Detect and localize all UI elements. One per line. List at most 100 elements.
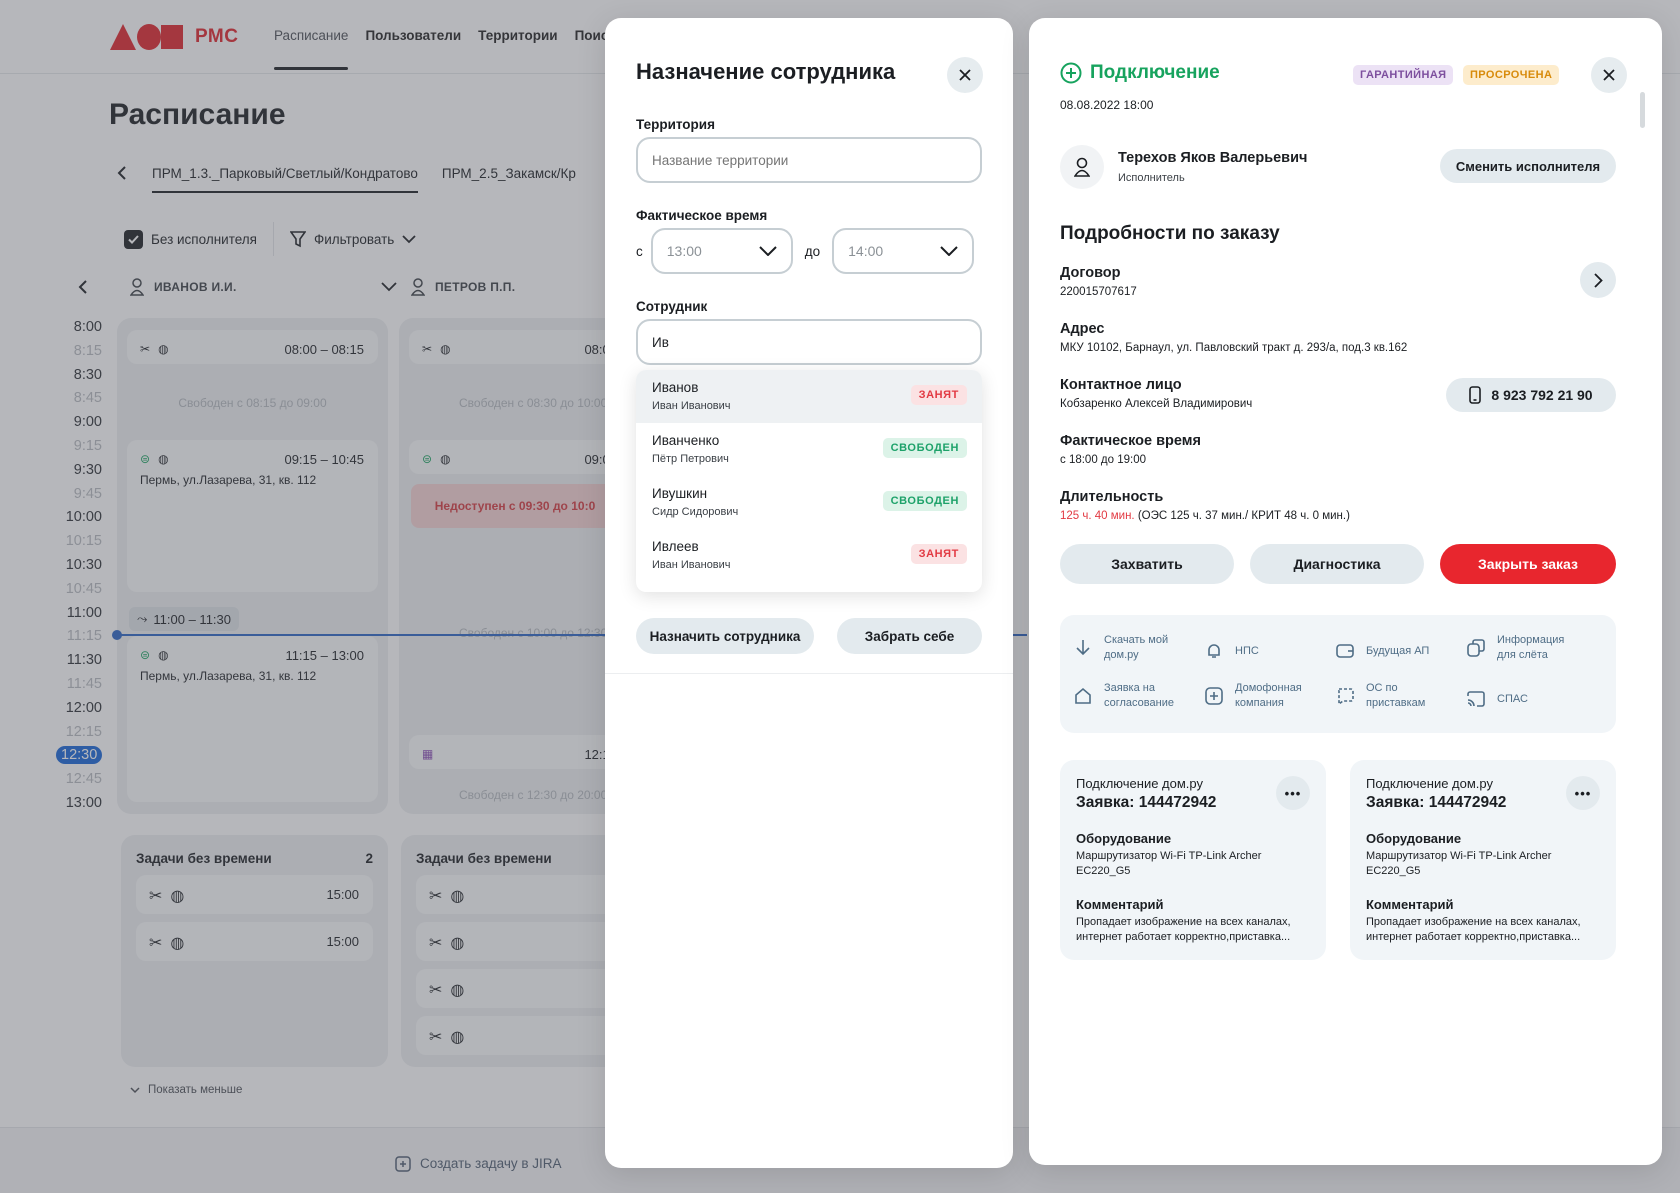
column-header-ivanov[interactable]: ИВАНОВ И.И. bbox=[78, 278, 397, 296]
chevron-down-icon bbox=[380, 282, 397, 292]
close-order-button[interactable]: Закрыть заказ bbox=[1440, 544, 1616, 584]
assign-employee-button[interactable]: Назначить сотрудника bbox=[636, 618, 814, 654]
task-row[interactable]: ✂ ◍ bbox=[416, 969, 619, 1008]
time-label: 12:45 bbox=[65, 771, 102, 788]
schedule-column-ivanov: ✂ ◍ 08:00 – 08:15 Свободен с 08:15 до 09:… bbox=[117, 318, 388, 814]
territory-input[interactable] bbox=[636, 137, 982, 183]
time-label: 8:30 bbox=[73, 366, 102, 383]
diagnostics-button[interactable]: Диагностика bbox=[1250, 544, 1424, 584]
time-label: 8:15 bbox=[73, 342, 102, 359]
globe-icon: ◍ bbox=[450, 935, 465, 952]
change-executor-button[interactable]: Сменить исполнителя bbox=[1440, 149, 1616, 183]
quick-action-label: Домофонная компания bbox=[1235, 682, 1302, 709]
logo-text: РМС bbox=[195, 26, 239, 47]
task-row[interactable]: ✂ ◍ bbox=[416, 922, 619, 961]
nav-search[interactable]: Поиск bbox=[574, 28, 616, 43]
chevron-down-icon bbox=[759, 246, 777, 256]
capture-button[interactable]: Захватить bbox=[1060, 544, 1234, 584]
more-button[interactable]: ••• bbox=[1276, 776, 1310, 810]
employee-option[interactable]: Ивушкин Сидр Сидорович СВОБОДЕН bbox=[636, 476, 982, 529]
close-button[interactable] bbox=[947, 57, 983, 93]
task-row[interactable]: ✂ ◍ 15:00 bbox=[136, 922, 373, 961]
column-header-petrov[interactable]: ПЕТРОВ П.П. bbox=[411, 278, 515, 296]
task-row[interactable]: ✂ ◍ 15:00 bbox=[136, 875, 373, 914]
quick-action-label: СПАС bbox=[1497, 692, 1528, 705]
time-label: 10:45 bbox=[65, 580, 102, 597]
router-icon: ⊜ bbox=[140, 452, 151, 466]
close-button[interactable] bbox=[1591, 57, 1627, 93]
card-kind: Подключение дом.ру bbox=[1076, 776, 1203, 791]
tasks-title: Задачи без времени bbox=[136, 851, 272, 866]
quick-action-approval[interactable]: Заявка на согласование bbox=[1072, 681, 1174, 711]
equipment-card[interactable]: Подключение дом.ру Заявка: 144472942 •••… bbox=[1350, 760, 1616, 960]
tasks-count: 2 bbox=[365, 851, 373, 866]
schedule-slot[interactable]: ⊜ ◍ 11:15 – 13:00 Пермь, ул.Лазарева, 31,… bbox=[127, 636, 378, 802]
wallet-icon bbox=[1334, 640, 1356, 662]
create-jira-task-button[interactable]: Создать задачу в JIRA bbox=[395, 1154, 562, 1172]
globe-icon: ◍ bbox=[170, 888, 185, 905]
filter-button[interactable]: Фильтровать bbox=[289, 230, 416, 248]
take-self-button[interactable]: Забрать себе bbox=[837, 618, 982, 654]
contract-open-button[interactable] bbox=[1580, 262, 1616, 298]
quick-action-info[interactable]: Информация для слёта bbox=[1465, 633, 1564, 663]
nav-users[interactable]: Пользователи bbox=[365, 28, 462, 43]
task-row[interactable]: ✂ ◍ bbox=[416, 1016, 619, 1055]
no-executor-checkbox[interactable]: Без исполнителя bbox=[124, 229, 257, 249]
territory-prev-button[interactable] bbox=[110, 153, 134, 193]
employee-option[interactable]: Иванченко Пётр Петрович СВОБОДЕН bbox=[636, 423, 982, 476]
phone-button[interactable]: 8 923 792 21 90 bbox=[1446, 378, 1616, 412]
quick-action-intercom[interactable]: Домофонная компания bbox=[1203, 681, 1302, 711]
quick-action-download[interactable]: Скачать мой дом.ру bbox=[1072, 633, 1168, 663]
schedule-slot[interactable]: ✂ ◍ 08:00 – 08:15 bbox=[127, 330, 378, 364]
quick-action-nps[interactable]: НПС bbox=[1203, 640, 1259, 662]
task-row[interactable]: ✂ ◍ bbox=[416, 875, 619, 914]
quick-action-spas[interactable]: СПАС bbox=[1465, 688, 1528, 710]
employee-input[interactable] bbox=[636, 319, 982, 365]
nav-schedule[interactable]: Расписание bbox=[274, 0, 349, 74]
equipment-card[interactable]: Подключение дом.ру Заявка: 144472942 •••… bbox=[1060, 760, 1326, 960]
territory-label: Территория bbox=[636, 117, 715, 132]
to-time-select[interactable]: 14:00 bbox=[832, 228, 975, 274]
time-axis: 8:00 8:15 8:30 8:45 9:00 9:15 9:30 9:45 … bbox=[56, 318, 103, 818]
chevron-right-icon bbox=[1593, 272, 1603, 288]
time-label: 10:00 bbox=[65, 509, 102, 526]
bell-icon bbox=[1203, 640, 1225, 662]
logo[interactable]: РМС bbox=[110, 24, 238, 50]
free-time-label: Свободен с 08:30 до 10:00 bbox=[459, 396, 608, 410]
plus-circle-icon bbox=[1060, 62, 1082, 84]
close-icon bbox=[959, 69, 971, 81]
globe-icon: ◍ bbox=[440, 452, 451, 466]
more-button[interactable]: ••• bbox=[1566, 776, 1600, 810]
time-label: 11:30 bbox=[66, 652, 102, 669]
card-request-number: Заявка: 144472942 bbox=[1366, 794, 1507, 811]
quick-action-future-ap[interactable]: Будущая АП bbox=[1334, 640, 1429, 662]
nav-territories[interactable]: Территории bbox=[478, 28, 558, 43]
globe-icon: ◍ bbox=[158, 342, 169, 356]
from-time-select[interactable]: 13:00 bbox=[650, 228, 793, 274]
break-chip[interactable]: ⤳ 11:00 – 11:30 bbox=[129, 607, 239, 631]
quick-action-label: Будущая АП bbox=[1366, 644, 1430, 657]
fact-time-label: Фактическое время bbox=[1060, 433, 1201, 449]
quick-action-settop-feedback[interactable]: ОС по приставкам bbox=[1334, 681, 1425, 711]
duration-value: 125 ч. 40 мин. (ОЭС 125 ч. 37 мин./ КРИТ… bbox=[1060, 510, 1350, 522]
current-time-label: 12:30 bbox=[56, 746, 103, 770]
employee-option[interactable]: Иванов Иван Иванович ЗАНЯТ bbox=[636, 370, 982, 423]
tools-icon: ✂ bbox=[429, 935, 443, 952]
territory-tab-active[interactable]: ПРМ_1.3._Парковый/Светлый/Кондратово bbox=[152, 154, 418, 193]
schedule-slot[interactable]: ⊜ ◍ 09:00 bbox=[409, 440, 619, 474]
employee-label: Сотрудник bbox=[636, 299, 708, 314]
scrollbar[interactable] bbox=[1640, 92, 1645, 128]
slot-address: Пермь, ул.Лазарева, 31, кв. 112 bbox=[140, 473, 317, 487]
divider bbox=[605, 673, 1013, 674]
time-label: 8:45 bbox=[73, 390, 102, 407]
time-label: 10:15 bbox=[65, 533, 102, 550]
schedule-slot[interactable]: ⊜ ◍ 09:15 – 10:45 Пермь, ул.Лазарева, 31,… bbox=[127, 440, 378, 592]
show-less-button[interactable]: Показать меньше bbox=[130, 1084, 242, 1096]
territory-tab[interactable]: ПРМ_2.5_Закамск/Кр bbox=[441, 165, 576, 181]
cast-icon bbox=[1465, 688, 1487, 710]
to-label: до bbox=[804, 243, 821, 259]
router-icon: ⊜ bbox=[422, 452, 433, 466]
time-label: 9:00 bbox=[73, 414, 102, 431]
employee-option[interactable]: Ивлеев Иван Иванович ЗАНЯТ bbox=[636, 529, 982, 582]
address-label: Адрес bbox=[1060, 321, 1105, 337]
